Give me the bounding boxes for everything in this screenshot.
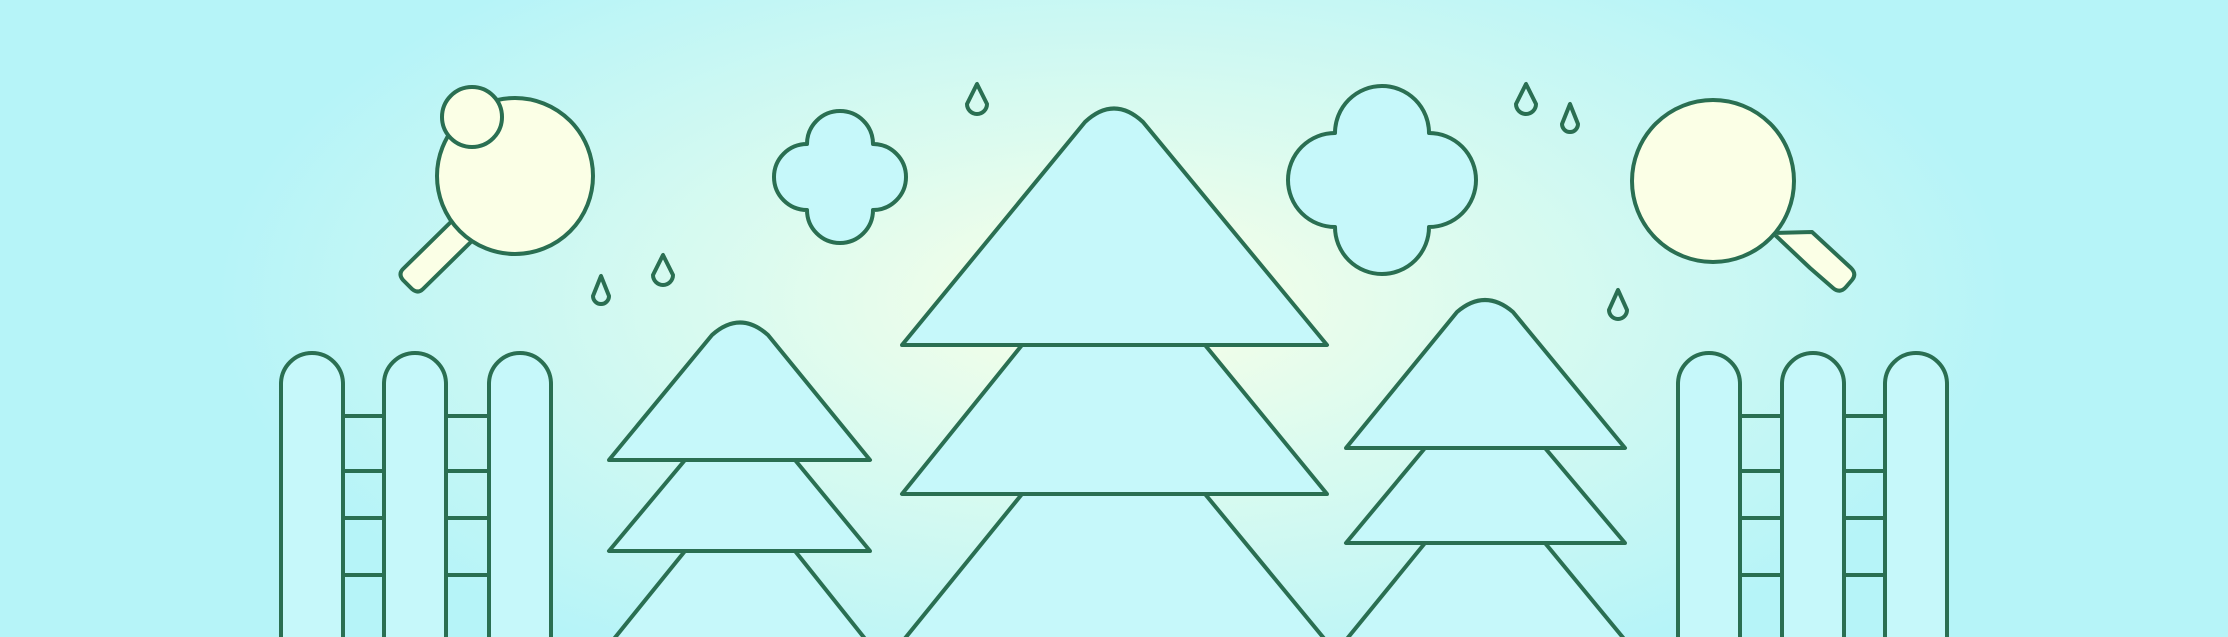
fence-icon-left xyxy=(279,351,553,637)
tree-icon-center xyxy=(900,106,1329,637)
raindrop-icon xyxy=(965,82,989,116)
raindrop-icon xyxy=(1607,288,1629,321)
raindrop-icon xyxy=(651,253,675,287)
raindrop-icon xyxy=(1560,102,1580,134)
tree-icon-left xyxy=(607,320,872,637)
tree-icon-right xyxy=(1344,298,1627,637)
cloud-icon-right xyxy=(1286,84,1478,276)
magnifier-icon-left xyxy=(398,85,595,294)
raindrop-icon xyxy=(591,274,611,306)
magnifier-icon-right xyxy=(1630,98,1857,293)
fence-icon-right xyxy=(1676,351,1949,637)
cloud-icon-left xyxy=(772,109,908,245)
raindrop-icon xyxy=(1514,82,1538,116)
